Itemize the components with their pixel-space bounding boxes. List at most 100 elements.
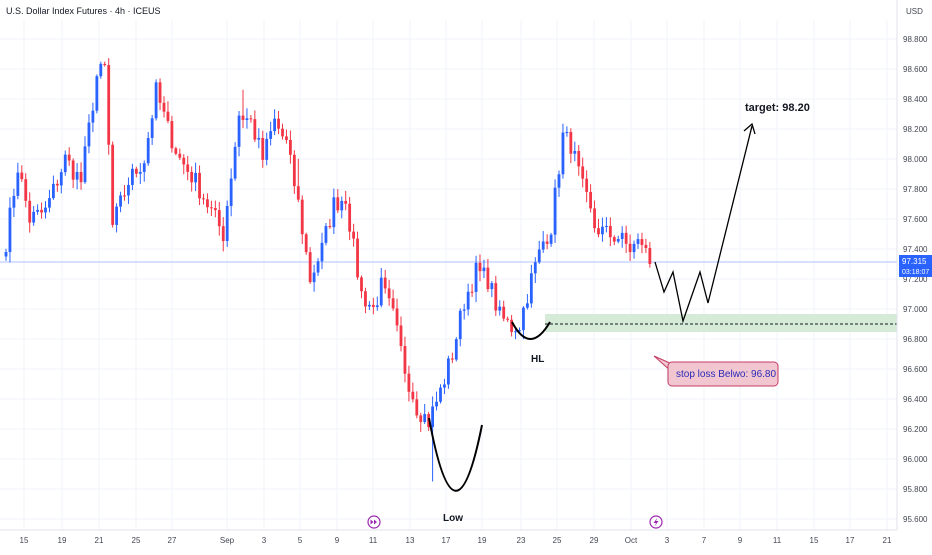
candle-body <box>399 325 403 347</box>
candle-body <box>320 242 324 262</box>
x-tick-label: 15 <box>810 536 819 545</box>
x-tick-label: 11 <box>369 536 378 545</box>
candle-body <box>79 172 83 183</box>
candle-body <box>450 358 454 360</box>
x-tick-label: 17 <box>442 536 451 545</box>
x-tick-label: 19 <box>58 536 67 545</box>
candle-body <box>415 399 419 416</box>
candle-body <box>431 406 434 428</box>
candle-body <box>332 197 336 228</box>
candle-body <box>296 186 300 200</box>
candle-body <box>605 225 608 227</box>
candle-body <box>210 207 213 209</box>
candle-body <box>162 102 166 112</box>
candle-body <box>257 137 261 140</box>
candle-body <box>142 163 146 172</box>
y-tick-label: 96.600 <box>903 365 928 374</box>
candle-body <box>194 172 197 183</box>
stop-callout-box <box>667 361 779 387</box>
candle-body <box>91 110 95 123</box>
x-tick-label: 3 <box>262 536 267 545</box>
candle-body <box>360 277 363 292</box>
candle-body <box>383 277 387 289</box>
hl-label: HL <box>531 354 544 365</box>
candle-body <box>581 166 585 179</box>
candle-body <box>526 303 529 308</box>
low-curve <box>428 417 483 492</box>
candle-body <box>285 136 288 141</box>
candle-body <box>67 154 71 161</box>
candle-body <box>190 171 194 183</box>
support-zone <box>545 314 897 332</box>
candle-body <box>48 198 51 208</box>
time-axis[interactable]: 15 19 21 25 27 Sep 3 5 9 11 13 17 19 23 25 29 Oct 3 7 9 11 15… <box>20 536 892 545</box>
candle-body <box>265 138 269 160</box>
candle-body <box>616 238 620 242</box>
candle-body <box>624 232 628 244</box>
candle-body <box>55 183 59 186</box>
candle-body <box>174 148 178 154</box>
candle-body <box>241 115 245 121</box>
candle-body <box>269 131 273 139</box>
candle-body <box>458 310 462 340</box>
candle-body <box>565 131 569 133</box>
x-tick-label: 21 <box>883 536 892 545</box>
x-tick-label: 19 <box>478 536 487 545</box>
candle-body <box>597 228 600 235</box>
y-tick-label: 95.800 <box>903 485 928 494</box>
candle-body <box>44 207 47 213</box>
candle-body <box>529 273 533 304</box>
candle-body <box>490 283 494 290</box>
candle-body <box>178 153 182 158</box>
y-tick-label: 96.200 <box>903 425 928 434</box>
candle-body <box>447 358 450 385</box>
candle-body <box>138 171 142 174</box>
candle-body <box>71 160 75 180</box>
fast-forward-icon[interactable] <box>367 515 381 529</box>
y-tick-label: 98.600 <box>903 65 928 74</box>
stop-loss-label: stop loss Belwo: 96.80 <box>676 369 776 380</box>
last-price-badge <box>899 255 932 277</box>
candle-body <box>20 172 24 180</box>
candle-body <box>123 195 126 197</box>
candle-body <box>95 76 99 111</box>
candle-body <box>601 226 604 235</box>
candle-body <box>553 187 557 235</box>
candle-body <box>486 267 490 290</box>
candle-body <box>640 239 644 245</box>
candle-body <box>304 234 308 253</box>
candle-body <box>569 131 573 154</box>
last-price-value: 97.315 <box>902 257 927 266</box>
candle-body <box>146 138 150 164</box>
candle-body <box>328 226 332 228</box>
candle-body <box>83 146 87 183</box>
candle-body <box>549 234 553 244</box>
candle-body <box>134 168 138 174</box>
candle-body <box>612 237 616 242</box>
candle-body <box>213 208 217 211</box>
lightning-icon-glyph <box>653 517 659 527</box>
stop-loss-callout[interactable]: stop loss Belwo: 96.80 <box>653 355 779 387</box>
candle-body <box>150 118 154 139</box>
candle-body <box>375 305 379 308</box>
candle-body <box>593 208 596 229</box>
x-tick-label: 29 <box>590 536 599 545</box>
candle-body <box>111 144 115 225</box>
price-axis[interactable]: 98.800 98.600 98.400 98.200 98.000 97.800 97.6… <box>903 35 928 524</box>
candle-body <box>573 150 577 154</box>
hl-curve <box>511 321 551 340</box>
lightning-icon[interactable] <box>649 515 663 529</box>
candle-body <box>281 128 284 137</box>
candle-body <box>115 206 118 225</box>
candle-body <box>537 249 541 263</box>
candle-body <box>474 262 478 292</box>
candle-body <box>502 306 506 319</box>
candle-body <box>12 195 16 208</box>
candle-body <box>233 146 237 179</box>
candle-body <box>324 226 328 243</box>
candle-body <box>443 384 446 388</box>
candle-body <box>462 309 466 311</box>
